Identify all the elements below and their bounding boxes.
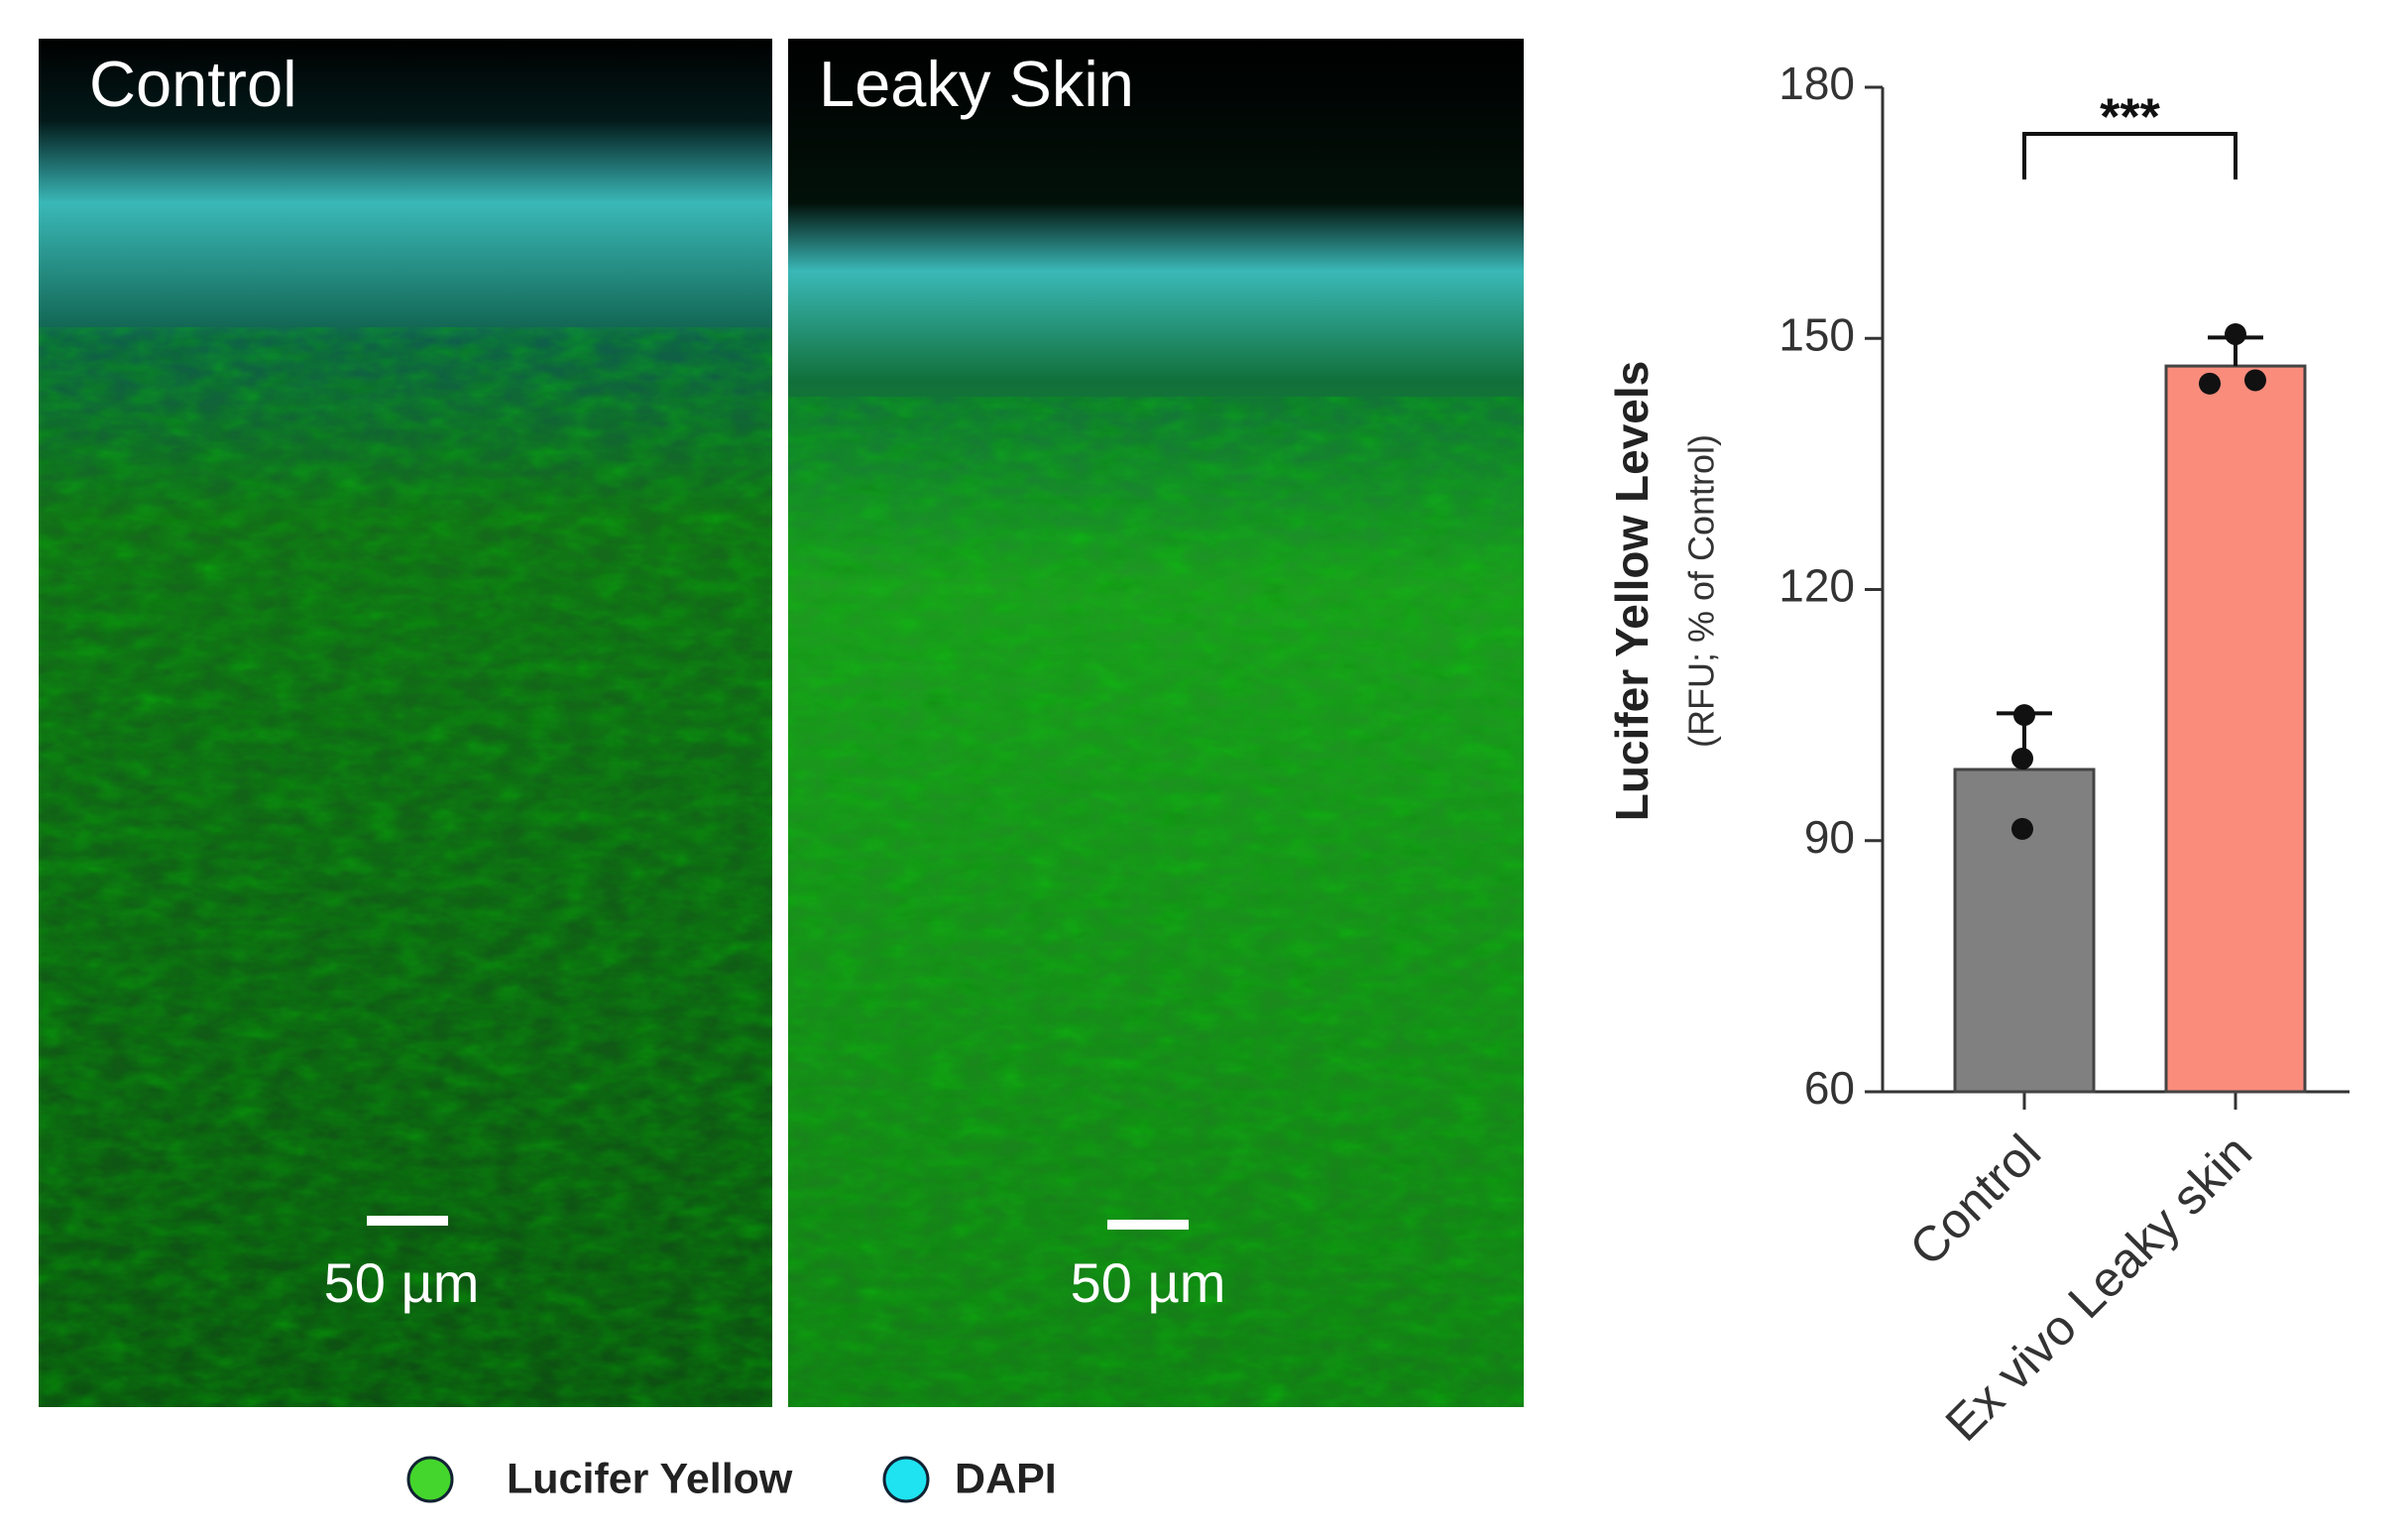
scale-bar xyxy=(367,1216,448,1226)
bar-chart: Lucifer Yellow Levels (RFU; % of Control… xyxy=(1606,58,2350,1452)
bar xyxy=(1953,768,2096,1094)
data-point xyxy=(2244,369,2266,392)
micrograph-texture xyxy=(39,327,772,1407)
legend-marker xyxy=(406,1456,454,1503)
data-point xyxy=(2225,323,2246,346)
y-axis-title: Lucifer Yellow Levels xyxy=(1606,361,1658,821)
panel-label: Control xyxy=(89,48,297,120)
data-point xyxy=(2013,704,2035,727)
bar xyxy=(2164,364,2307,1094)
significance-bracket xyxy=(2022,132,2237,179)
panel-label: Leaky Skin xyxy=(819,48,1134,120)
x-tick-label: Control xyxy=(1899,1124,2052,1277)
y-tick-label: 120 xyxy=(1778,560,1855,612)
y-tick-label: 150 xyxy=(1778,308,1855,360)
y-axis-subtitle: (RFU; % of Control) xyxy=(1681,434,1722,748)
micrograph-texture xyxy=(788,397,1524,1407)
data-point xyxy=(2011,817,2033,840)
data-point xyxy=(2199,372,2221,395)
scale-bar xyxy=(1107,1220,1189,1230)
legend-label: Lucifer Yellow xyxy=(507,1455,793,1502)
y-tick-label: 60 xyxy=(1804,1062,1855,1114)
data-point xyxy=(2011,748,2033,770)
scale-bar-label: 50 µm xyxy=(1071,1251,1226,1314)
legend-marker xyxy=(882,1456,930,1503)
significance-label: *** xyxy=(2100,89,2160,147)
legend-label: DAPI xyxy=(955,1455,1057,1502)
y-tick-label: 90 xyxy=(1804,811,1855,863)
scale-bar-label: 50 µm xyxy=(324,1251,480,1314)
y-tick-label: 180 xyxy=(1778,58,1855,109)
